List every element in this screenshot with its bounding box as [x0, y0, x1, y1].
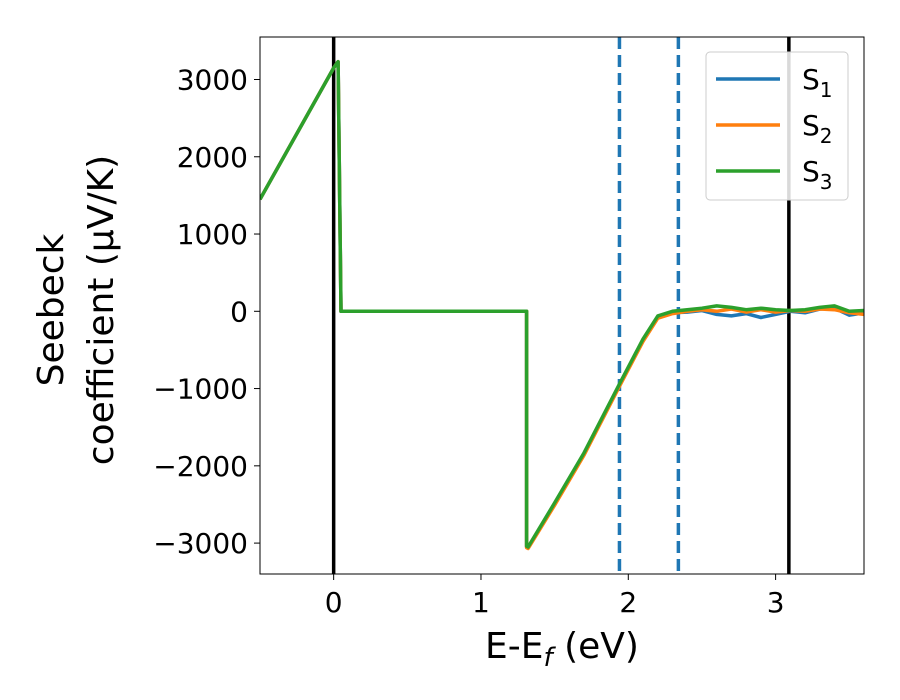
x-tick-label-3: 3 [767, 586, 785, 619]
x-tick-label-1: 1 [472, 586, 490, 619]
y-axis-label-line1: Seebeck [31, 233, 72, 386]
legend-label-3: S3 [802, 155, 833, 194]
y-tick-label-4: 1000 [177, 218, 248, 251]
legend-label-sub-2: 2 [820, 124, 833, 148]
x-axis-label: E-Ef (eV) [485, 626, 639, 673]
x-tick-label-0: 0 [325, 586, 343, 619]
plot-frame [259, 36, 865, 575]
legend-label-1: S1 [802, 63, 833, 102]
y-tick-label-0: −3000 [153, 527, 248, 560]
legend-label-main-3: S [802, 155, 820, 188]
y-tick-label-5: 2000 [177, 141, 248, 174]
y-axis-ticks: −3000 −2000 −1000 0 1000 2000 3000 [153, 63, 260, 560]
y-tick-label-6: 3000 [177, 63, 248, 96]
x-tick-label-2: 2 [619, 586, 637, 619]
series-line-3 [260, 59, 864, 549]
y-axis-label: Seebeck coefficient (μV/K) [31, 155, 122, 465]
legend-label-sub-1: 1 [820, 78, 833, 102]
legend-label-sub-3: 3 [820, 170, 833, 194]
legend-label-2: S2 [802, 109, 833, 148]
y-tick-label-2: −1000 [153, 373, 248, 406]
y-tick-label-3: 0 [230, 295, 248, 328]
legend-label-main-1: S [802, 63, 820, 96]
x-axis-ticks: 0 1 2 3 [325, 574, 785, 619]
legend-label-main-2: S [802, 109, 820, 142]
x-axis-label-main: E-E [485, 626, 543, 667]
series-layer [260, 59, 864, 551]
y-tick-label-1: −2000 [153, 450, 248, 483]
y-axis-label-line2: coefficient (μV/K) [81, 155, 122, 465]
x-axis-label-unit: (eV) [553, 626, 639, 667]
